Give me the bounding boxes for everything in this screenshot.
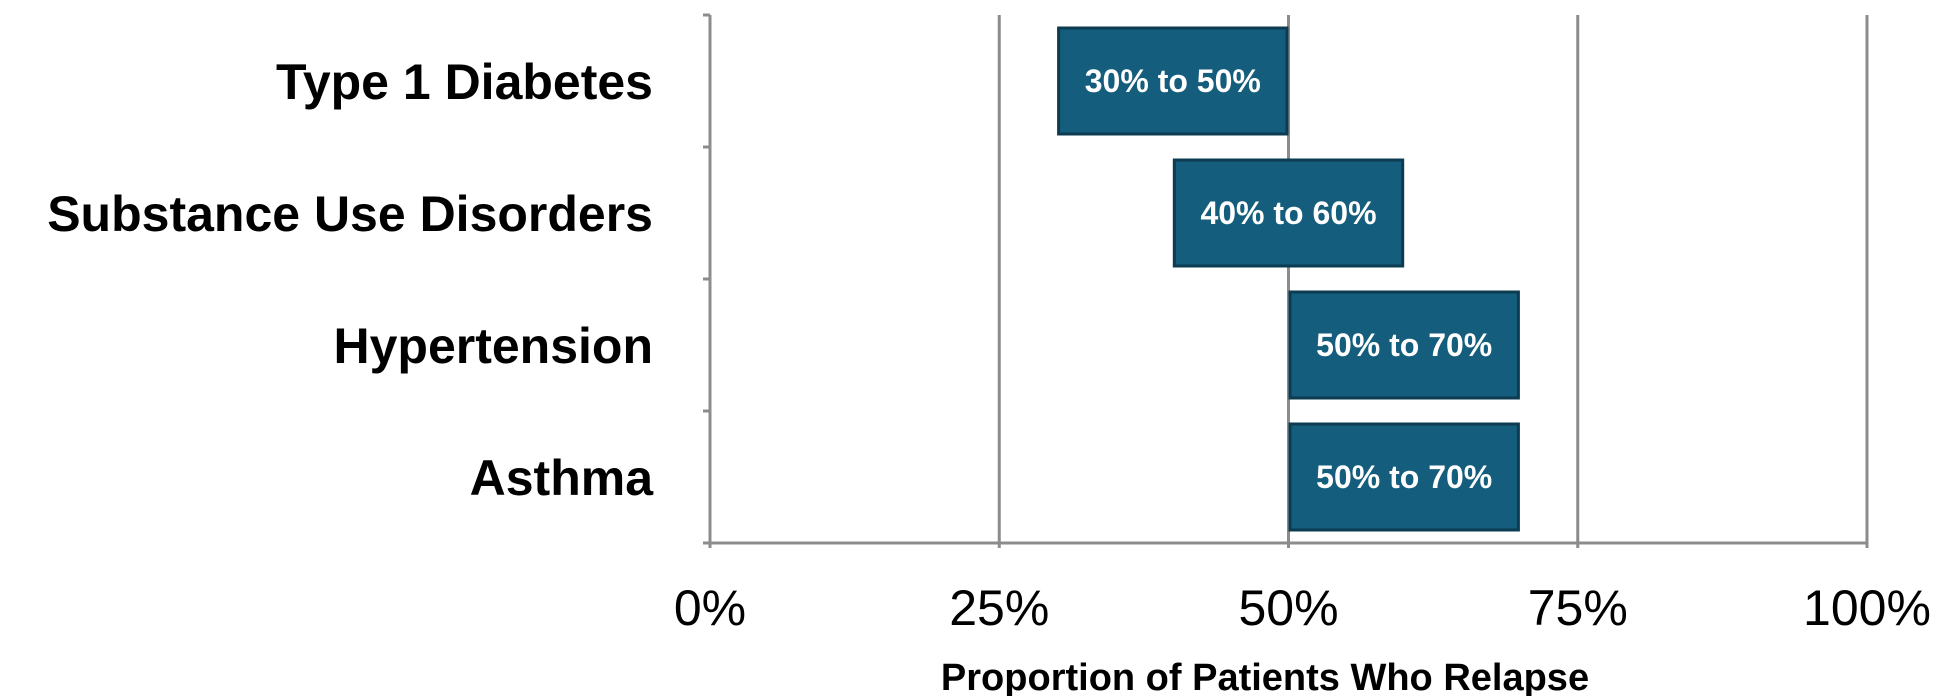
- category-label: Hypertension: [333, 318, 653, 374]
- bar-value-label: 30% to 50%: [1085, 63, 1261, 99]
- range-bar: [1288, 422, 1520, 532]
- range-bar: [1172, 158, 1405, 268]
- x-tick-label: 0%: [674, 580, 746, 636]
- x-tick-label: 25%: [949, 580, 1049, 636]
- category-label: Asthma: [470, 450, 655, 506]
- bar-value-label: 40% to 60%: [1200, 195, 1376, 231]
- x-tick-label: 50%: [1238, 580, 1338, 636]
- x-tick-labels: 0% 25% 50% 75% 100%: [674, 580, 1931, 636]
- bar-value-label: 50% to 70%: [1316, 459, 1492, 495]
- range-bar: [1288, 290, 1520, 400]
- axes: [703, 13, 1867, 545]
- category-labels: Type 1 Diabetes Substance Use Disorders Hy…: [47, 54, 654, 506]
- bar-value-label: 50% to 70%: [1316, 327, 1492, 363]
- x-tick-label: 75%: [1528, 580, 1628, 636]
- category-label: Type 1 Diabetes: [276, 54, 653, 110]
- range-bar: [1057, 26, 1289, 136]
- x-axis-title: Proportion of Patients Who Relapse: [941, 657, 1589, 696]
- category-label: Substance Use Disorders: [47, 186, 653, 242]
- x-tick-label: 100%: [1803, 580, 1931, 636]
- bars: 30% to 50% 40% to 60% 50% to 70% 50% to 70%: [1057, 26, 1520, 532]
